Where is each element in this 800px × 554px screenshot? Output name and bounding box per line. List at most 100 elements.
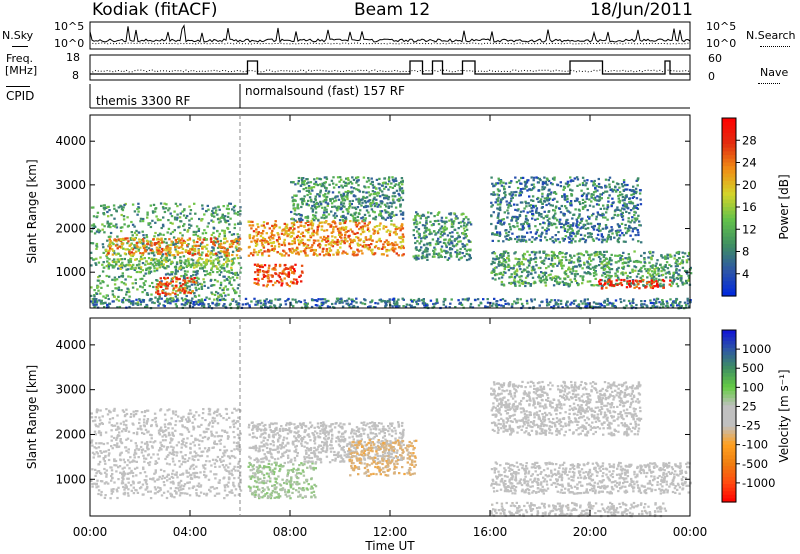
power-cell-r4-263 [270,244,273,247]
power-cell-r11-263 [492,302,495,305]
power-cell-r4-117 [343,226,346,229]
power-cell-r2-63 [141,257,144,261]
power-cell-r11-270 [554,303,557,306]
power-cell-r11-222 [672,304,675,307]
power-cell-r0-431 [90,242,93,245]
power-cell-r4-377 [344,237,347,240]
power-cell-r3-71 [189,292,192,295]
power-cell-r8-688 [590,259,593,262]
power-cell-r8-353 [570,256,573,259]
power-cell-r6-258 [291,181,295,184]
power-cell-r6-51 [322,214,325,217]
power-cell-r7-154 [460,225,463,228]
power-cell-r6-541 [380,184,384,187]
power-cell-r1-61 [194,250,197,253]
power-cell-r7-80 [426,258,429,261]
power-cell-r10-547 [623,202,626,205]
power-cell-r8-390 [651,277,654,280]
power-cell-r0-680 [107,225,110,228]
power-cell-r7-26 [451,231,454,234]
power-cell-r2-105 [221,267,224,270]
power-cell-r8-81 [621,258,625,261]
power-cell-r4-327 [279,252,282,255]
power-cell-r6-377 [383,203,387,206]
power-cell-r1-29 [163,248,166,251]
power-cell-r8-654 [556,282,559,285]
power-cell-r11-213 [338,298,341,301]
power-cell-r8-584 [673,254,677,257]
power-cell-r0-471 [207,222,210,225]
power-cell-r7-23 [448,231,452,235]
power-cell-r4-551 [256,238,259,241]
power-cell-r8-590 [514,284,517,287]
power-cell-r6-467 [299,217,303,220]
power-cell-r7-261 [456,249,459,252]
power-cell-r4-16 [325,248,329,251]
power-cell-r11-101 [256,303,259,306]
power-cell-r0-549 [122,247,125,250]
power-cell-r9-48 [669,279,672,282]
power-cell-r6-365 [370,193,373,196]
power-cell-r6-138 [390,219,393,222]
power-cell-r0-486 [135,229,138,232]
power-cell-r10-894 [524,220,527,223]
power-cell-r8-663 [521,254,525,257]
power-cell-r4-512 [295,248,298,251]
power-cell-r11-109 [160,297,163,300]
power-cell-r10-401 [604,224,608,227]
power-cell-r0-96 [121,226,124,229]
power-cell-r10-813 [545,203,548,207]
power-cell-r10-449 [545,232,548,235]
power-cell-r8-23 [600,262,603,265]
power-cell-r4-552 [250,227,253,230]
power-cell-r0-675 [231,299,235,302]
power-cell-r5-106 [291,265,294,268]
power-cell-r6-275 [356,176,360,179]
power-cell-r7-222 [465,243,469,246]
power-cell-r7-228 [443,229,446,232]
power-cell-r2-138 [105,265,108,268]
power-cell-r10-20 [507,212,510,215]
power-cell-r0-126 [101,228,104,231]
power-cell-r4-446 [262,221,266,224]
power-cell-r10-495 [502,218,505,221]
power-cell-r10-844 [617,213,620,217]
power-cell-r7-255 [449,213,452,216]
power-cell-r6-519 [293,208,297,211]
power-cell-r7-253 [467,218,470,221]
power-cell-r10-141 [576,230,579,234]
power-cell-r1-127 [111,248,114,251]
power-cell-r7-275 [469,256,472,260]
power-cell-r8-453 [626,258,630,261]
power-cell-r2-118 [225,265,229,268]
power-cell-r10-193 [502,223,505,226]
power-cell-r8-158 [651,254,654,257]
power-cell-r10-115 [510,197,513,200]
power-cell-r10-694 [537,181,540,184]
power-cell-r6-121 [311,210,314,213]
power-cell-r6-355 [399,210,402,213]
power-cell-r1-69 [191,254,194,257]
power-cell-r8-743 [550,259,554,262]
power-cell-r4-441 [335,251,338,254]
power-cell-r1-213 [228,245,232,249]
power-cell-r10-388 [616,229,619,232]
power-cell-r1-67 [216,240,220,243]
power-cell-r0-230 [155,215,158,218]
power-cell-r6-312 [335,207,338,210]
power-cell-r8-637 [522,257,525,261]
power-cell-r4-23 [401,254,404,257]
power-cell-r4-376 [380,253,384,256]
power-cell-r10-339 [570,179,573,182]
power-cell-r10-841 [632,192,635,196]
power-cell-r6-449 [324,189,328,192]
power-cell-r1-188 [225,253,229,256]
power-cell-r4-390 [264,241,267,244]
power-cell-r4-484 [311,232,315,236]
power-cell-r8-685 [544,271,548,274]
power-cell-r0-276 [230,271,234,274]
power-cell-r6-415 [306,216,309,219]
power-cell-r4-351 [257,225,260,229]
power-cell-r2-112 [131,267,134,270]
power-cell-r6-329 [363,185,366,188]
